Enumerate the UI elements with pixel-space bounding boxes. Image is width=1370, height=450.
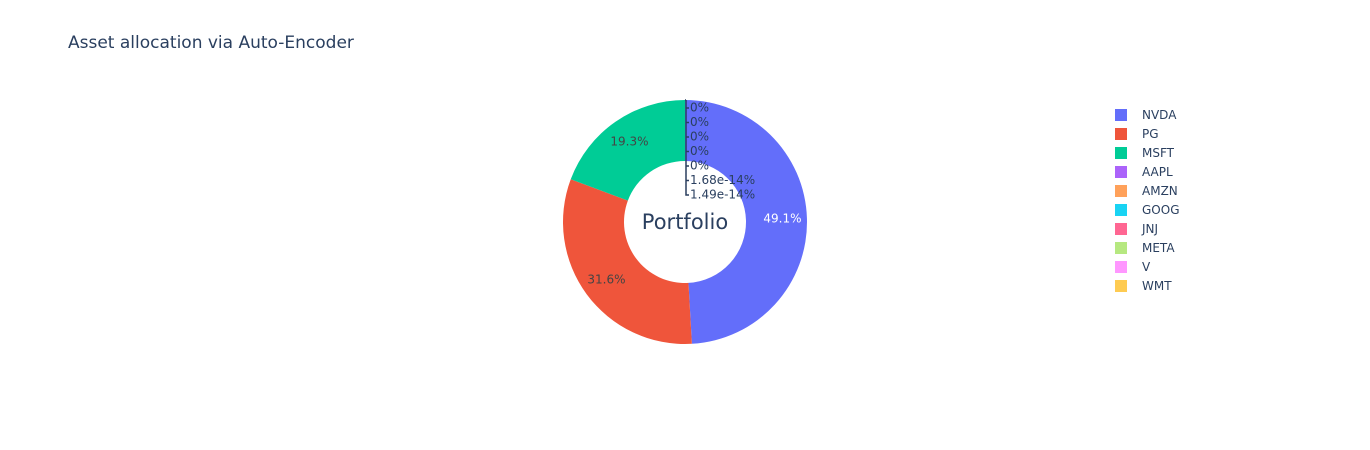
pie-center-label: Portfolio [642, 210, 728, 234]
slice-label-v: 1.68e-14% [690, 173, 755, 187]
slice-label-msft: 19.3% [610, 134, 648, 148]
legend-item-goog[interactable]: GOOG [1115, 200, 1180, 219]
legend-swatch-v [1115, 260, 1127, 273]
legend-item-meta[interactable]: META [1115, 238, 1180, 257]
legend-label-jnj: JNJ [1142, 221, 1159, 236]
legend-swatch-nvda [1115, 108, 1127, 121]
legend-label-meta: META [1142, 240, 1175, 255]
legend-label-wmt: WMT [1142, 278, 1172, 293]
legend-label-goog: GOOG [1142, 202, 1180, 217]
legend-label-v: V [1142, 259, 1151, 274]
leader-lines [685, 99, 689, 196]
legend-item-nvda[interactable]: NVDA [1115, 105, 1180, 124]
slice-label-amzn: 0% [690, 115, 709, 129]
legend-swatch-aapl [1115, 165, 1127, 178]
legend-label-msft: MSFT [1142, 145, 1174, 160]
slice-label-goog: 0% [690, 130, 709, 144]
legend-item-v[interactable]: V [1115, 257, 1180, 276]
legend-swatch-msft [1115, 146, 1127, 159]
slice-label-jnj: 0% [690, 144, 709, 158]
legend-item-aapl[interactable]: AAPL [1115, 162, 1180, 181]
legend-swatch-pg [1115, 127, 1127, 140]
legend-item-msft[interactable]: MSFT [1115, 143, 1180, 162]
slice-label-meta: 0% [690, 159, 709, 173]
legend-label-amzn: AMZN [1142, 183, 1178, 198]
legend-label-aapl: AAPL [1142, 164, 1173, 179]
pie-slice-nvda[interactable] [685, 100, 807, 344]
legend-swatch-meta [1115, 241, 1127, 254]
legend-label-pg: PG [1142, 126, 1159, 141]
pie-slice-msft[interactable] [570, 100, 685, 201]
legend-item-pg[interactable]: PG [1115, 124, 1180, 143]
slice-label-aapl: 0% [690, 101, 709, 115]
legend-swatch-amzn [1115, 184, 1127, 197]
slice-label-nvda: 49.1% [763, 212, 801, 226]
pie-slice-pg[interactable] [563, 179, 692, 344]
legend-label-nvda: NVDA [1142, 107, 1177, 122]
legend-swatch-jnj [1115, 222, 1127, 235]
chart-legend: NVDA PG MSFT AAPL AMZN GOOG JNJ META V WMT [1115, 105, 1180, 295]
legend-item-wmt[interactable]: WMT [1115, 276, 1180, 295]
legend-item-jnj[interactable]: JNJ [1115, 219, 1180, 238]
legend-swatch-goog [1115, 203, 1127, 216]
legend-swatch-wmt [1115, 279, 1127, 292]
slice-label-pg: 31.6% [587, 272, 625, 286]
slice-label-wmt: 1.49e-14% [690, 188, 755, 202]
chart-title: Asset allocation via Auto-Encoder [68, 33, 354, 53]
legend-item-amzn[interactable]: AMZN [1115, 181, 1180, 200]
